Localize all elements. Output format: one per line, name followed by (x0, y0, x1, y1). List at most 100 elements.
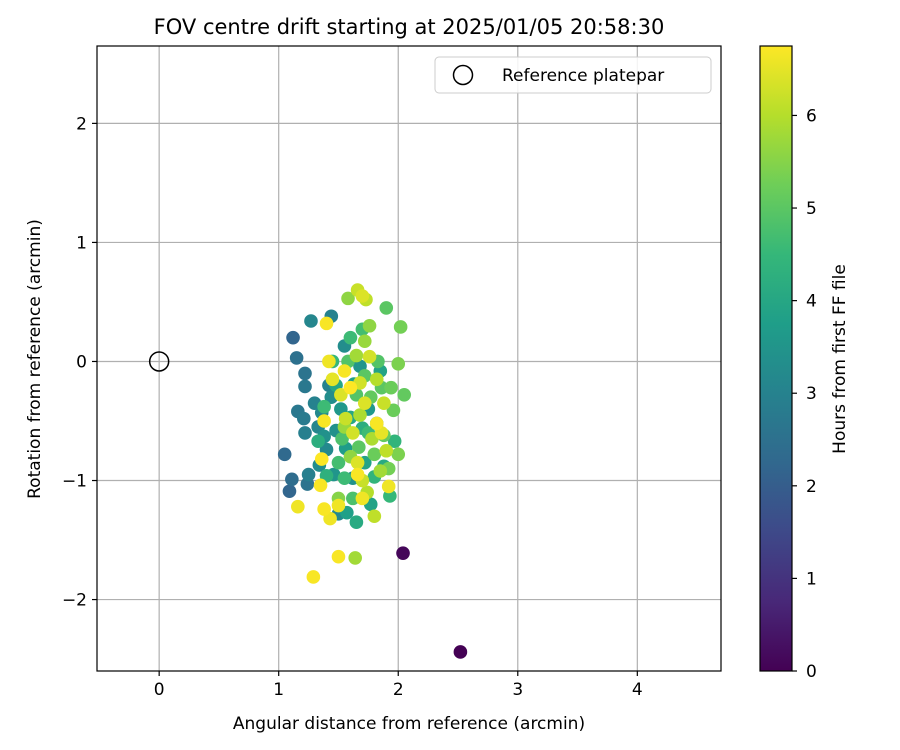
scatter-point (341, 291, 355, 306)
scatter-point (317, 502, 331, 516)
scatter-point (291, 499, 305, 514)
scatter-point (391, 447, 406, 462)
y-tick-label: 0 (76, 352, 87, 372)
y-axis-label: Rotation from reference (arcmin) (25, 219, 45, 499)
plot-frame (96, 45, 722, 672)
colorbar-label: Hours from first FF file (830, 264, 850, 454)
scatter-point (381, 479, 396, 494)
scatter-point (319, 316, 334, 331)
scatter-point (357, 396, 372, 410)
x-axis-ticks: 0 1 2 3 4 (154, 671, 643, 700)
colorbar-ticks: 0 1 2 3 4 5 6 (792, 106, 817, 682)
x-tick-label: 4 (632, 680, 643, 700)
scatter-point (362, 318, 377, 333)
scatter-point (322, 354, 336, 369)
legend-hollow-circle-icon (452, 64, 474, 86)
scatter-point (314, 452, 329, 466)
scatter-points (277, 283, 468, 659)
y-tick-label: −2 (62, 591, 87, 611)
scatter-point (396, 546, 410, 560)
scatter-point (325, 372, 340, 387)
scatter-point (304, 314, 318, 328)
scatter-point (298, 366, 312, 381)
scatter-point (337, 471, 352, 485)
scatter-point (297, 411, 311, 426)
scatter-point (343, 330, 358, 345)
scatter-point (362, 349, 377, 364)
reference-platepar-marker (148, 351, 170, 372)
scatter-point (350, 455, 365, 470)
scatter-point (384, 380, 398, 395)
scatter-point (369, 416, 384, 431)
x-axis-label: Angular distance from reference (arcmin) (233, 714, 585, 734)
scatter-point (346, 491, 360, 506)
scatter-point (317, 399, 331, 414)
scatter-point (367, 509, 382, 524)
scatter-point (286, 330, 300, 345)
scatter-point (285, 472, 299, 487)
x-tick-label: 3 (512, 680, 523, 700)
scatter-point (355, 289, 370, 303)
scatter-point (298, 426, 312, 440)
legend-label: Reference platepar (502, 66, 664, 86)
scatter-point (334, 388, 348, 402)
x-tick-label: 1 (273, 680, 284, 700)
scatter-point (331, 455, 346, 470)
scatter-point (335, 432, 349, 446)
scatter-point (338, 411, 353, 426)
scatter-point (357, 334, 372, 349)
scatter-point (298, 379, 312, 394)
scatter-point (379, 443, 394, 458)
scatter-point (282, 484, 297, 499)
y-tick-label: 2 (76, 114, 87, 134)
colorbar-tick-label: 0 (806, 662, 817, 682)
scatter-point (351, 440, 366, 454)
scatter-point (397, 388, 412, 402)
scatter-point (353, 408, 367, 422)
scatter-point (289, 351, 304, 365)
scatter-point (301, 467, 316, 482)
legend: Reference platepar (434, 56, 712, 94)
y-tick-label: −1 (62, 472, 87, 492)
scatter-point (348, 551, 363, 565)
colorbar-gradient (759, 45, 793, 672)
colorbar-tick-label: 1 (806, 569, 817, 589)
colorbar: 0 1 2 3 4 5 6 Hours from first FF file (759, 45, 850, 682)
colorbar-tick-label: 2 (806, 477, 817, 497)
scatter-point (317, 414, 331, 428)
colorbar-tick-label: 5 (806, 199, 817, 219)
scatter-point (386, 403, 401, 418)
scatter-point (373, 464, 388, 478)
scatter-point (379, 301, 394, 315)
scatter-point (349, 515, 364, 529)
scatter-point (453, 645, 468, 659)
scatter-point (337, 364, 352, 378)
scatter-point (331, 549, 346, 564)
scatter-point (331, 498, 346, 513)
scatter-point (306, 570, 321, 584)
scatter-point (349, 348, 364, 363)
y-tick-label: 1 (76, 233, 87, 253)
scatter-point (391, 357, 406, 371)
scatter-point (343, 380, 358, 395)
y-axis-ticks: −2 −1 0 1 2 (62, 114, 97, 611)
scatter-point (369, 372, 384, 387)
scatter-point (313, 478, 328, 493)
scatter-point (311, 434, 325, 449)
scatter-point (277, 447, 292, 462)
scatter-point (346, 426, 360, 440)
x-tick-label: 0 (154, 680, 165, 700)
colorbar-tick-label: 4 (806, 292, 817, 312)
grid (97, 46, 721, 671)
scatter-point (367, 447, 382, 462)
legend-box (434, 56, 712, 94)
scatter-point (377, 396, 391, 410)
x-tick-label: 2 (393, 680, 404, 700)
colorbar-tick-label: 3 (806, 384, 817, 404)
scatter-point (355, 491, 370, 506)
colorbar-tick-label: 6 (806, 106, 817, 126)
scatter-point (393, 320, 408, 334)
scatter-point (387, 434, 402, 449)
scatter-point (350, 467, 365, 482)
